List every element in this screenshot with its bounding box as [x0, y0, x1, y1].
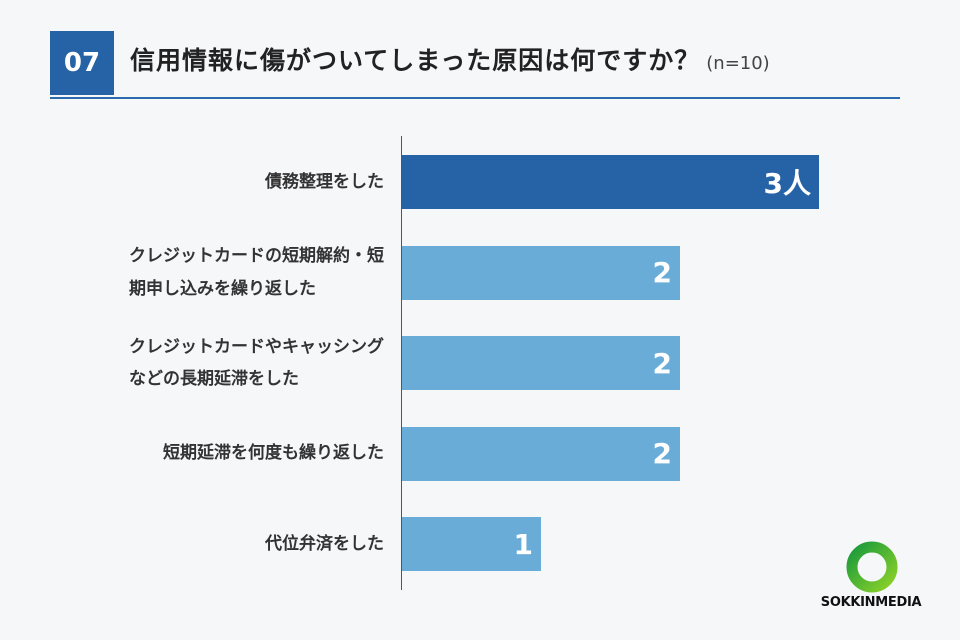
question-title: 信用情報に傷がついてしまった原因は何ですか？ (n=10)	[130, 41, 770, 85]
category-label-line: クレジットカードやキャッシング	[129, 336, 384, 357]
category-label-line: クレジットカードの短期解約・短	[129, 246, 384, 267]
bar-value-label: 2	[652, 346, 672, 380]
bar-row: 短期延滞を何度も繰り返した 2	[0, 426, 960, 481]
bar-value-label: 3人	[763, 167, 811, 200]
category-label: クレジットカードやキャッシング などの長期延滞をした	[60, 336, 384, 390]
bar-value-label: 2	[652, 437, 672, 470]
bar-value-label: 1	[513, 527, 533, 561]
category-label: クレジットカードの短期解約・短 期申し込みを繰り返した	[60, 246, 384, 300]
bar-row: 代位弁済をした 1	[0, 517, 960, 571]
category-label-text: クレジットカードやキャッシング などの長期延滞をした	[129, 331, 384, 396]
category-label-text: 短期延滞を何度も繰り返した	[163, 437, 384, 469]
category-label-line: 債務整理をした	[265, 171, 384, 192]
bar-row: クレジットカードやキャッシング などの長期延滞をした 2	[0, 336, 960, 390]
category-label-text: 代位弁済をした	[265, 528, 384, 560]
logo-brand-b: MEDIA	[875, 595, 922, 610]
logo-wordmark: SOKKINMEDIA	[816, 595, 926, 610]
question-number: 07	[63, 48, 101, 78]
logo-ring-icon	[846, 541, 898, 593]
category-label-line: 期申し込みを繰り返した	[129, 278, 316, 299]
sokkin-media-logo: SOKKINMEDIA	[816, 535, 926, 615]
question-text: 信用情報に傷がついてしまった原因は何ですか？	[130, 46, 701, 75]
question-number-badge: 07	[50, 31, 114, 95]
bar: 2	[402, 426, 680, 481]
category-label-text: 債務整理をした	[265, 166, 384, 198]
category-label: 代位弁済をした	[60, 517, 384, 571]
question-header: 07 信用情報に傷がついてしまった原因は何ですか？ (n=10)	[50, 31, 900, 99]
category-label-line: などの長期延滞をした	[129, 369, 299, 389]
category-label-line: 代位弁済をした	[265, 533, 384, 554]
bar-value-label: 2	[652, 256, 672, 289]
bar-chart: 債務整理をした 3人 クレジットカードの短期解約・短 期申し込みを繰り返した 2 クレジッ…	[0, 130, 960, 600]
sample-size: (n=10)	[706, 53, 770, 74]
bar: 1	[402, 517, 541, 571]
logo-brand-a: SOKKIN	[820, 595, 876, 610]
category-label-text: クレジットカードの短期解約・短 期申し込みを繰り返した	[129, 240, 384, 305]
category-label: 債務整理をした	[60, 155, 384, 209]
bar-row: 債務整理をした 3人	[0, 155, 960, 209]
category-label: 短期延滞を何度も繰り返した	[60, 427, 384, 481]
bar: 2	[402, 336, 680, 390]
bar: 3人	[402, 155, 819, 209]
category-label-line: 短期延滞を何度も繰り返した	[163, 443, 384, 464]
y-axis-line	[401, 136, 402, 590]
bar-row: クレジットカードの短期解約・短 期申し込みを繰り返した 2	[0, 245, 960, 300]
bar: 2	[402, 245, 680, 300]
